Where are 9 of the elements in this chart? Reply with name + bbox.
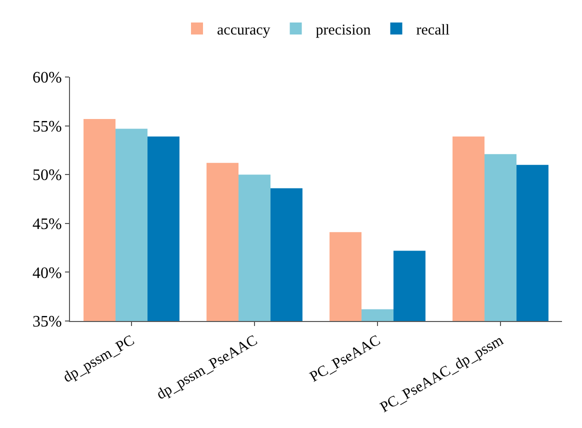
y-tick-label: 45% [32, 216, 62, 233]
y-tick-label: 55% [32, 118, 62, 136]
legend-label: accuracy [217, 22, 271, 38]
legend-label: precision [316, 22, 372, 38]
legend-label: recall [416, 22, 450, 38]
y-tick-label: 35% [32, 314, 62, 331]
y-tick-label: 40% [32, 264, 62, 282]
y-tick-label: 60% [32, 70, 62, 87]
y-tick-label: 50% [32, 167, 62, 184]
